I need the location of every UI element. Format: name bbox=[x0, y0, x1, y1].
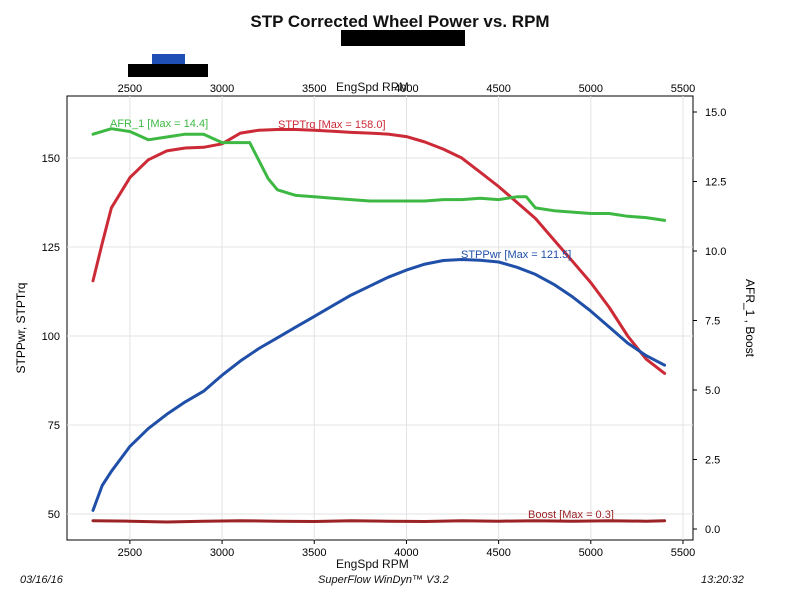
x-tick-label-bottom: 5000 bbox=[579, 547, 603, 559]
y-tick-label-right: 2.5 bbox=[705, 455, 720, 467]
x-axis-title-top: EngSpd RPM bbox=[336, 80, 409, 94]
y-tick-label-right: 15.0 bbox=[705, 107, 726, 119]
series-line-stppwr bbox=[91, 258, 667, 512]
x-axis-title-bottom: EngSpd RPM bbox=[336, 557, 409, 571]
x-tick-label-top: 4500 bbox=[486, 83, 510, 95]
x-tick-label-top: 4000 bbox=[394, 83, 418, 95]
ticks-layer: 2500 2500 3000 3000 3500 3500 4000 4000 4500 4500… bbox=[42, 83, 727, 559]
y-tick-label-right: 10.0 bbox=[705, 246, 726, 258]
series-line-afr_1 bbox=[91, 127, 667, 222]
x-tick-label-bottom: 2500 bbox=[118, 547, 142, 559]
series-label-afr_1: AFR_1 [Max = 14.4] bbox=[110, 118, 208, 130]
y-axis-title-left: STPPwr, STPTrq bbox=[14, 283, 28, 374]
y-tick-label-left: 150 bbox=[42, 153, 60, 165]
x-tick-label-top: 5500 bbox=[671, 83, 695, 95]
redacted-subtitle-box bbox=[128, 64, 208, 77]
x-tick-label-top: 3500 bbox=[302, 83, 326, 95]
series-line-boost bbox=[91, 519, 667, 524]
series-line-stptrq bbox=[91, 128, 667, 375]
y-tick-label-right: 12.5 bbox=[705, 177, 726, 189]
x-tick-label-bottom: 3500 bbox=[302, 547, 326, 559]
chart-title: STP Corrected Wheel Power vs. RPM bbox=[250, 12, 550, 31]
x-tick-label-bottom: 4500 bbox=[486, 547, 510, 559]
footer-time: 13:20:32 bbox=[701, 574, 744, 586]
y-tick-label-left: 125 bbox=[42, 242, 60, 254]
y-tick-label-right: 0.0 bbox=[705, 524, 720, 536]
y-tick-label-right: 7.5 bbox=[705, 316, 720, 328]
series-labels-layer: STPTrq [Max = 158.0] STPPwr [Max = 121.5]… bbox=[110, 118, 614, 521]
x-tick-label-bottom: 3000 bbox=[210, 547, 234, 559]
y-tick-label-left: 75 bbox=[48, 420, 60, 432]
x-tick-label-bottom: 4000 bbox=[394, 547, 418, 559]
series-label-stppwr: STPPwr [Max = 121.5] bbox=[461, 249, 571, 261]
x-tick-label-top: 3000 bbox=[210, 83, 234, 95]
series-label-stptrq: STPTrq [Max = 158.0] bbox=[278, 119, 386, 131]
y-tick-label-right: 5.0 bbox=[705, 385, 720, 397]
footer-software: SuperFlow WinDyn™ V3.2 bbox=[318, 574, 449, 586]
y-axis-title-right: AFR_1 , Boost bbox=[743, 279, 757, 358]
redacted-title-box bbox=[341, 30, 465, 46]
series-label-boost: Boost [Max = 0.3] bbox=[528, 509, 614, 521]
x-tick-label-bottom: 5500 bbox=[671, 547, 695, 559]
y-tick-label-left: 50 bbox=[48, 509, 60, 521]
blue-logo-tag bbox=[152, 54, 185, 64]
x-tick-label-top: 5000 bbox=[579, 83, 603, 95]
footer-date: 03/16/16 bbox=[20, 574, 63, 586]
y-tick-label-left: 100 bbox=[42, 331, 60, 343]
x-tick-label-top: 2500 bbox=[118, 83, 142, 95]
plot-area bbox=[66, 95, 694, 541]
series-layer bbox=[91, 127, 667, 524]
